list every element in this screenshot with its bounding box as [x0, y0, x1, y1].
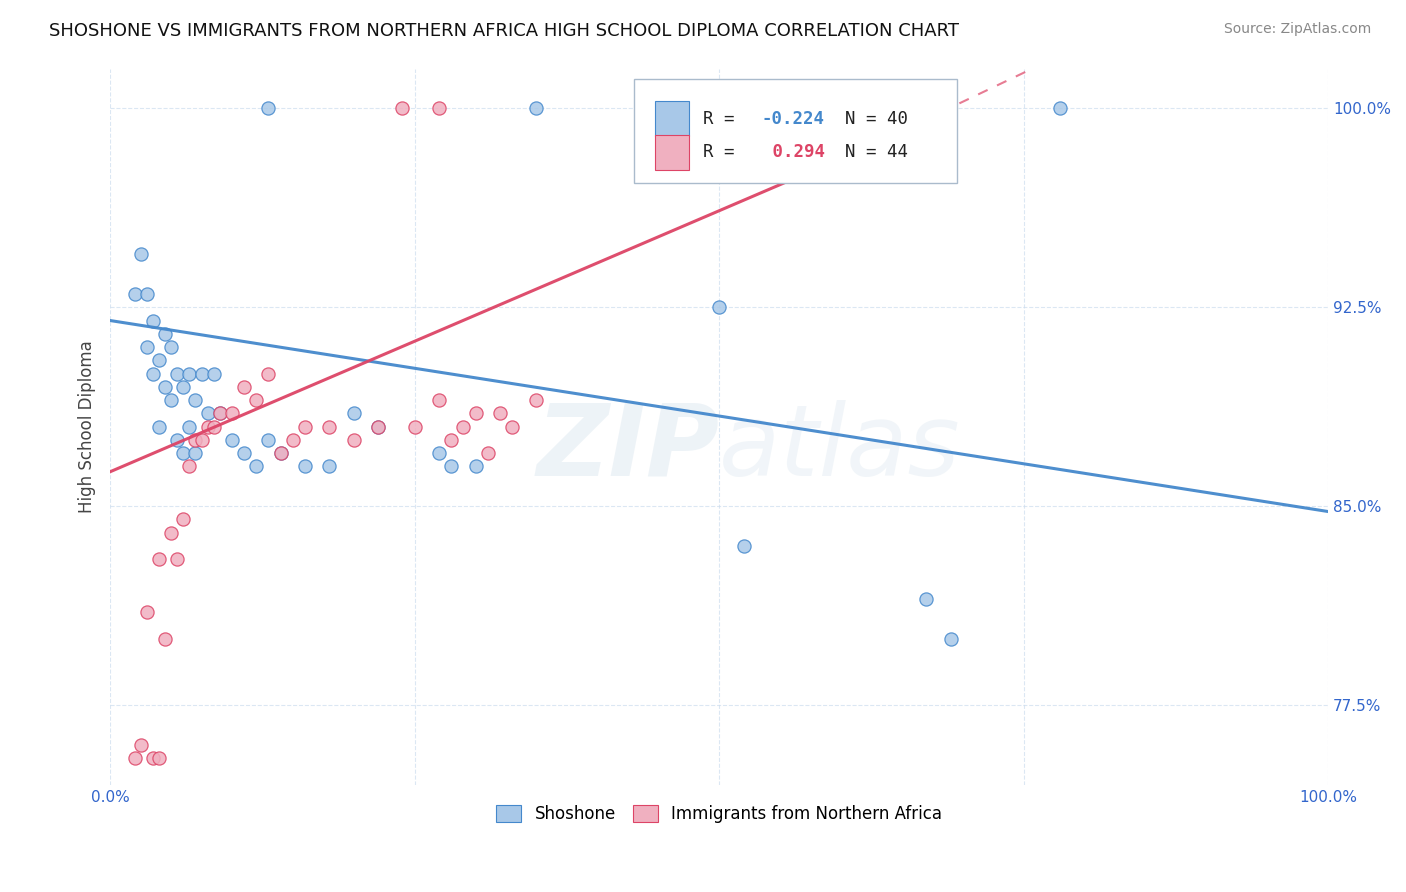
- Point: [464, 459, 486, 474]
- Point: [270, 446, 292, 460]
- Point: [135, 605, 157, 619]
- Point: [160, 393, 183, 408]
- Text: ZIP: ZIP: [536, 400, 718, 497]
- Point: [153, 632, 176, 646]
- Point: [221, 433, 243, 447]
- Point: [245, 459, 267, 474]
- Point: [440, 433, 463, 447]
- Point: [427, 393, 450, 408]
- Legend: Shoshone, Immigrants from Northern Africa: Shoshone, Immigrants from Northern Afric…: [489, 798, 949, 830]
- Point: [190, 367, 212, 381]
- Point: [440, 459, 463, 474]
- Point: [294, 459, 316, 474]
- Point: [281, 433, 304, 447]
- Point: [367, 419, 389, 434]
- Text: atlas: atlas: [718, 400, 960, 497]
- Point: [464, 406, 486, 420]
- Point: [124, 287, 146, 301]
- Point: [135, 340, 157, 354]
- Point: [318, 459, 340, 474]
- Point: [142, 313, 165, 327]
- Point: [124, 751, 146, 765]
- Point: [427, 101, 450, 115]
- Text: Source: ZipAtlas.com: Source: ZipAtlas.com: [1223, 22, 1371, 37]
- Point: [148, 751, 170, 765]
- Text: R =: R =: [703, 144, 745, 161]
- Text: R =: R =: [703, 110, 745, 128]
- Text: N = 40: N = 40: [845, 110, 908, 128]
- Point: [148, 419, 170, 434]
- Point: [197, 419, 219, 434]
- Point: [257, 367, 280, 381]
- Point: [184, 393, 207, 408]
- Point: [160, 525, 183, 540]
- Point: [179, 367, 201, 381]
- Point: [318, 419, 340, 434]
- Point: [526, 101, 548, 115]
- Point: [257, 433, 280, 447]
- Point: [257, 101, 280, 115]
- Text: -0.224: -0.224: [762, 110, 825, 128]
- Point: [148, 353, 170, 368]
- Point: [166, 433, 188, 447]
- Point: [343, 433, 366, 447]
- Point: [733, 539, 755, 553]
- Point: [830, 101, 852, 115]
- Point: [172, 380, 194, 394]
- Point: [939, 632, 962, 646]
- FancyBboxPatch shape: [655, 102, 689, 136]
- Point: [153, 380, 176, 394]
- Point: [142, 751, 165, 765]
- Point: [148, 552, 170, 566]
- Point: [270, 446, 292, 460]
- Point: [208, 406, 231, 420]
- Point: [453, 419, 475, 434]
- Point: [179, 419, 201, 434]
- Point: [501, 419, 523, 434]
- Point: [153, 326, 176, 341]
- Point: [427, 446, 450, 460]
- Text: N = 44: N = 44: [845, 144, 908, 161]
- Point: [915, 592, 938, 607]
- Point: [190, 433, 212, 447]
- Point: [404, 419, 426, 434]
- Point: [489, 406, 512, 420]
- Point: [135, 287, 157, 301]
- Point: [391, 101, 413, 115]
- Point: [233, 380, 256, 394]
- Point: [294, 419, 316, 434]
- Point: [526, 393, 548, 408]
- Point: [233, 446, 256, 460]
- Point: [202, 367, 225, 381]
- Point: [367, 419, 389, 434]
- Point: [160, 340, 183, 354]
- Point: [477, 446, 499, 460]
- Point: [197, 406, 219, 420]
- Point: [208, 406, 231, 420]
- FancyBboxPatch shape: [634, 79, 956, 183]
- Point: [221, 406, 243, 420]
- Y-axis label: High School Diploma: High School Diploma: [79, 340, 96, 513]
- Text: SHOSHONE VS IMMIGRANTS FROM NORTHERN AFRICA HIGH SCHOOL DIPLOMA CORRELATION CHAR: SHOSHONE VS IMMIGRANTS FROM NORTHERN AFR…: [49, 22, 959, 40]
- Point: [343, 406, 366, 420]
- Point: [142, 367, 165, 381]
- Point: [172, 446, 194, 460]
- Point: [179, 459, 201, 474]
- Point: [202, 419, 225, 434]
- Point: [1049, 101, 1071, 115]
- Point: [184, 446, 207, 460]
- Text: 0.294: 0.294: [762, 144, 825, 161]
- Point: [245, 393, 267, 408]
- Point: [184, 433, 207, 447]
- Point: [915, 101, 938, 115]
- Point: [172, 512, 194, 526]
- Point: [707, 101, 730, 115]
- Point: [166, 367, 188, 381]
- FancyBboxPatch shape: [655, 136, 689, 169]
- Point: [129, 247, 152, 261]
- Point: [707, 300, 730, 314]
- Point: [166, 552, 188, 566]
- Point: [129, 738, 152, 752]
